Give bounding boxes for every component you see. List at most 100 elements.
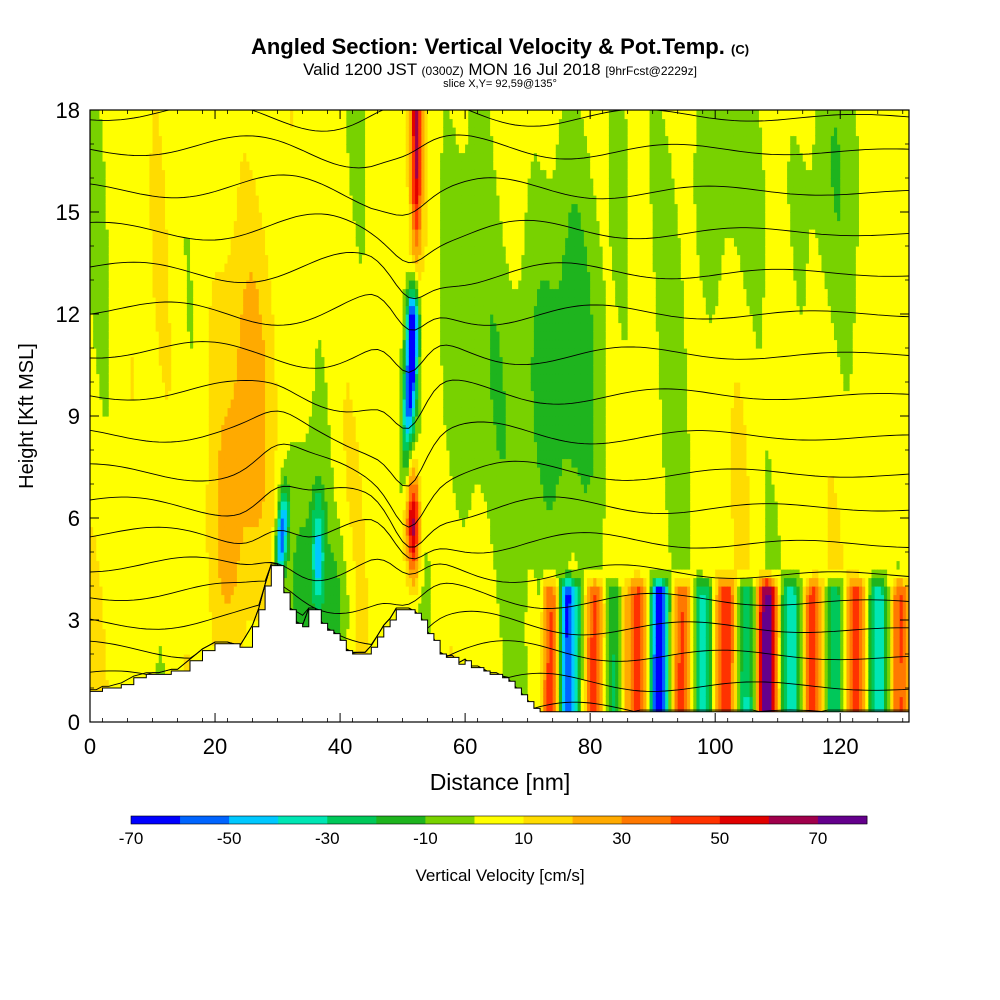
- velocity-cell: [115, 424, 119, 434]
- velocity-cell: [105, 356, 110, 366]
- velocity-cell: [115, 373, 119, 383]
- velocity-cell: [111, 637, 116, 647]
- velocity-cell: [102, 424, 107, 434]
- velocity-cell: [102, 263, 107, 273]
- velocity-cell: [127, 229, 132, 239]
- velocity-cell: [136, 390, 141, 400]
- velocity-cell: [136, 475, 141, 485]
- velocity-cell: [121, 314, 125, 324]
- velocity-cell: [140, 628, 144, 638]
- velocity-cell: [96, 424, 100, 434]
- velocity-cell: [130, 569, 135, 579]
- velocity-cell: [124, 169, 129, 179]
- velocity-cell: [99, 543, 104, 553]
- velocity-cell: [90, 220, 94, 230]
- velocity-cell: [130, 390, 135, 400]
- velocity-cell: [143, 314, 147, 324]
- velocity-cell: [111, 254, 116, 264]
- velocity-cell: [90, 263, 94, 273]
- slice-info: slice X,Y= 92,59@135°: [443, 78, 557, 90]
- velocity-cell: [130, 110, 135, 120]
- velocity-cell: [121, 467, 125, 477]
- velocity-cell: [93, 450, 97, 460]
- velocity-cell: [105, 450, 110, 460]
- velocity-cell: [96, 212, 100, 222]
- velocity-cell: [130, 203, 135, 213]
- velocity-cell: [118, 178, 122, 188]
- velocity-cell: [99, 611, 104, 621]
- velocity-cell: [96, 416, 100, 426]
- velocity-cell: [99, 339, 104, 349]
- velocity-cell: [133, 254, 138, 264]
- velocity-cell: [96, 645, 100, 655]
- velocity-cell: [102, 484, 107, 494]
- velocity-cell: [99, 373, 104, 383]
- velocity-cell: [105, 127, 110, 137]
- velocity-cell: [105, 135, 110, 145]
- velocity-cell: [133, 407, 138, 417]
- velocity-cell: [105, 484, 110, 494]
- velocity-cell: [143, 195, 147, 205]
- velocity-cell: [140, 399, 144, 409]
- velocity-cell: [108, 433, 113, 443]
- velocity-cell: [124, 305, 129, 315]
- velocity-cell: [130, 135, 135, 145]
- velocity-cell: [93, 246, 97, 256]
- velocity-cell: [111, 110, 116, 120]
- velocity-cell: [140, 662, 144, 672]
- velocity-cell: [118, 280, 122, 290]
- velocity-cell: [96, 152, 100, 162]
- velocity-cell: [136, 569, 141, 579]
- velocity-cell: [105, 118, 110, 128]
- velocity-cell: [124, 220, 129, 230]
- velocity-cell: [130, 399, 135, 409]
- velocity-cell: [96, 654, 100, 664]
- velocity-cell: [124, 246, 129, 256]
- velocity-cell: [136, 254, 141, 264]
- velocity-cell: [96, 169, 100, 179]
- velocity-cell: [127, 322, 132, 332]
- velocity-cell: [143, 339, 147, 349]
- velocity-cell: [118, 552, 122, 562]
- velocity-cell: [105, 560, 110, 570]
- velocity-cell: [127, 297, 132, 307]
- velocity-cell: [130, 560, 135, 570]
- velocity-cell: [121, 552, 125, 562]
- velocity-cell: [143, 543, 147, 553]
- velocity-cell: [90, 297, 94, 307]
- velocity-cell: [127, 169, 132, 179]
- velocity-cell: [118, 662, 122, 672]
- velocity-cell: [118, 348, 122, 358]
- velocity-cell: [115, 450, 119, 460]
- velocity-cell: [124, 118, 129, 128]
- velocity-cell: [124, 577, 129, 587]
- velocity-cell: [127, 679, 132, 689]
- velocity-cell: [136, 594, 141, 604]
- velocity-cell: [102, 475, 107, 485]
- velocity-cell: [105, 569, 110, 579]
- velocity-cell: [93, 433, 97, 443]
- velocity-cell: [130, 373, 135, 383]
- velocity-cell: [143, 297, 147, 307]
- velocity-cell: [133, 195, 138, 205]
- velocity-cell: [130, 382, 135, 392]
- velocity-cell: [140, 203, 144, 213]
- velocity-cell: [140, 492, 144, 502]
- velocity-cell: [90, 229, 94, 239]
- velocity-cell: [111, 161, 116, 171]
- velocity-cell: [99, 135, 104, 145]
- velocity-cell: [130, 671, 135, 681]
- velocity-cell: [127, 271, 132, 281]
- velocity-cell: [143, 161, 147, 171]
- velocity-cell: [124, 543, 129, 553]
- velocity-cell: [118, 118, 122, 128]
- velocity-cell: [108, 509, 113, 519]
- velocity-cell: [111, 246, 116, 256]
- velocity-cell: [93, 288, 97, 298]
- velocity-cell: [105, 458, 110, 468]
- velocity-cell: [143, 237, 147, 247]
- velocity-cell: [90, 416, 94, 426]
- velocity-cell: [136, 220, 141, 230]
- velocity-cell: [105, 254, 110, 264]
- velocity-cell: [108, 594, 113, 604]
